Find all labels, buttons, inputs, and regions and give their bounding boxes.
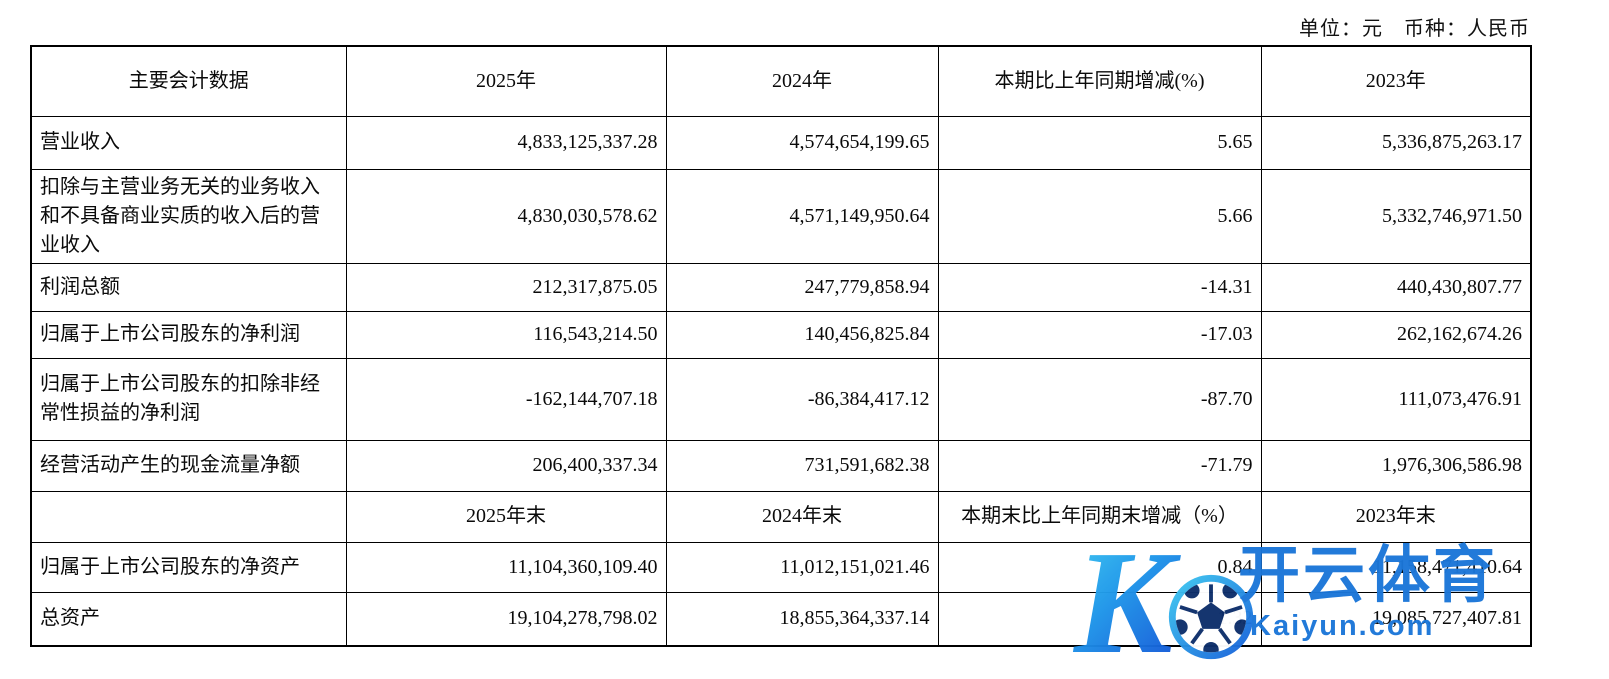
row-label: 扣除与主营业务无关的业务收入和不具备商业实质的收入后的营业收入: [30, 168, 347, 264]
row-label: 营业收入: [30, 115, 347, 170]
cell-value-2024: 18,855,364,337.14: [665, 591, 939, 647]
column-header-metric: 主要会计数据: [30, 45, 347, 117]
table-row-revenue: 营业收入 4,833,125,337.28 4,574,654,199.65 5…: [30, 115, 1532, 170]
cell-value-2025: 4,833,125,337.28: [345, 115, 667, 170]
row-label: 归属于上市公司股东的净利润: [30, 310, 347, 359]
cell-value-2024: 4,571,149,950.64: [665, 168, 939, 264]
cell-value-2023: 111,073,476.91: [1260, 357, 1532, 441]
cell-value-2025: 212,317,875.05: [345, 262, 667, 312]
unit-currency-note: 单位：元 币种：人民币: [1299, 18, 1530, 40]
cell-value-2023: 19,085,727,407.81: [1260, 591, 1532, 647]
column-header-2024: 2024年: [665, 45, 939, 117]
cell-value-2023: 440,430,807.77: [1260, 262, 1532, 312]
cell-value-change: 5.65: [937, 115, 1262, 170]
period-end-header-2023: 2023年末: [1260, 490, 1532, 543]
period-end-header-2024: 2024年末: [665, 490, 939, 543]
cell-value-change: -17.03: [937, 310, 1262, 359]
row-label: 归属于上市公司股东的净资产: [30, 541, 347, 593]
table-row-net-profit-excl-nonrecurring: 归属于上市公司股东的扣除非经常性损益的净利润 -162,144,707.18 -…: [30, 357, 1532, 441]
cell-value-change: -14.31: [937, 262, 1262, 312]
table-row-total-assets: 总资产 19,104,278,798.02 18,855,364,337.14 …: [30, 591, 1532, 647]
table-row-total-profit: 利润总额 212,317,875.05 247,779,858.94 -14.3…: [30, 262, 1532, 312]
cell-value-2025: 116,543,214.50: [345, 310, 667, 359]
period-end-header-2025: 2025年末: [345, 490, 667, 543]
cell-value-change: 0.84: [937, 541, 1262, 593]
cell-value-2024: -86,384,417.12: [665, 357, 939, 441]
row-label: 经营活动产生的现金流量净额: [30, 439, 347, 492]
cell-value-2024: 731,591,682.38: [665, 439, 939, 492]
key-financial-data-table: 主要会计数据 2025年 2024年 本期比上年同期增减(%) 2023年 营业…: [30, 45, 1532, 647]
cell-value-change: 1.32: [937, 591, 1262, 647]
cell-value-2025: 19,104,278,798.02: [345, 591, 667, 647]
table-row-net-profit: 归属于上市公司股东的净利润 116,543,214.50 140,456,825…: [30, 310, 1532, 359]
cell-value-change: -71.79: [937, 439, 1262, 492]
cell-value-2024: 11,012,151,021.46: [665, 541, 939, 593]
table-row-adjusted-revenue: 扣除与主营业务无关的业务收入和不具备商业实质的收入后的营业收入 4,830,03…: [30, 168, 1532, 264]
cell-value-2025: 4,830,030,578.62: [345, 168, 667, 264]
period-end-header-empty: [30, 490, 347, 543]
cell-value-2023: 262,162,674.26: [1260, 310, 1532, 359]
cell-value-2023: 5,336,875,263.17: [1260, 115, 1532, 170]
cell-value-2025: -162,144,707.18: [345, 357, 667, 441]
cell-value-2024: 247,779,858.94: [665, 262, 939, 312]
table-header-row: 主要会计数据 2025年 2024年 本期比上年同期增减(%) 2023年: [30, 45, 1532, 117]
cell-value-2024: 4,574,654,199.65: [665, 115, 939, 170]
cell-value-2023: 5,332,746,971.50: [1260, 168, 1532, 264]
cell-value-change: -87.70: [937, 357, 1262, 441]
period-end-header-change: 本期末比上年同期末增减（%）: [937, 490, 1262, 543]
cell-value-2025: 206,400,337.34: [345, 439, 667, 492]
cell-value-2023: 11,158,471,410.64: [1260, 541, 1532, 593]
table-period-end-header-row: 2025年末 2024年末 本期末比上年同期末增减（%） 2023年末: [30, 490, 1532, 543]
row-label: 归属于上市公司股东的扣除非经常性损益的净利润: [30, 357, 347, 441]
column-header-change: 本期比上年同期增减(%): [937, 45, 1262, 117]
table-row-operating-cash-flow: 经营活动产生的现金流量净额 206,400,337.34 731,591,682…: [30, 439, 1532, 492]
cell-value-change: 5.66: [937, 168, 1262, 264]
table-row-net-assets: 归属于上市公司股东的净资产 11,104,360,109.40 11,012,1…: [30, 541, 1532, 593]
cell-value-2025: 11,104,360,109.40: [345, 541, 667, 593]
column-header-2025: 2025年: [345, 45, 667, 117]
row-label: 利润总额: [30, 262, 347, 312]
cell-value-2024: 140,456,825.84: [665, 310, 939, 359]
row-label: 总资产: [30, 591, 347, 647]
cell-value-2023: 1,976,306,586.98: [1260, 439, 1532, 492]
column-header-2023: 2023年: [1260, 45, 1532, 117]
